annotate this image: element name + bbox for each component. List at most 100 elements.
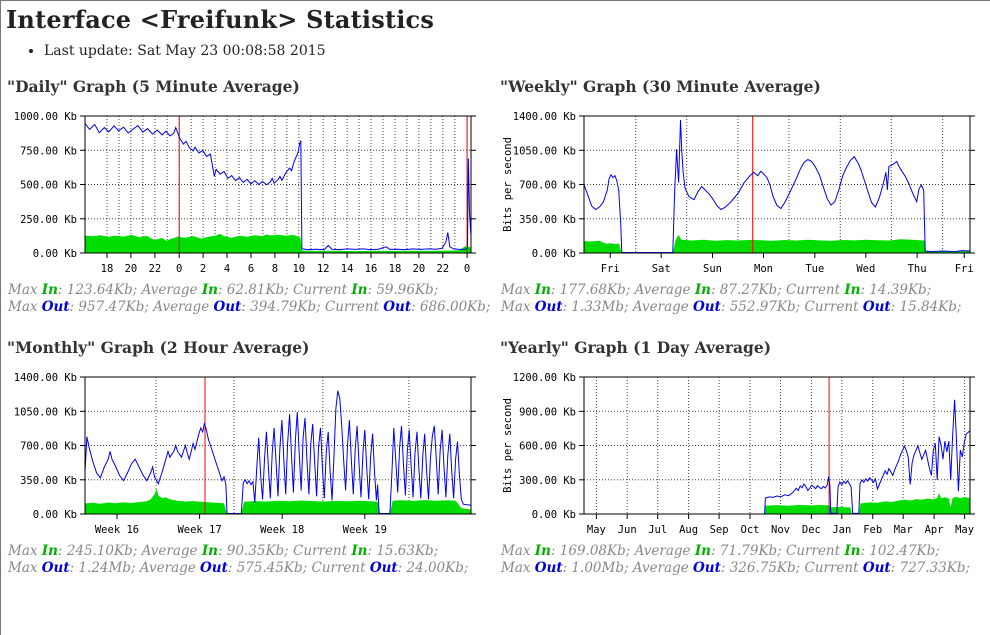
y-tick-label: 1050.00 Kb [513,145,576,157]
monthly-graph-heading: "Monthly" Graph (2 Hour Average) [7,338,310,357]
x-tick-label: Aug [679,524,698,535]
in-label: In [534,543,551,559]
x-tick-label: Week 17 [177,524,221,535]
out-label: Out [693,299,721,315]
x-tick-label: Dec [802,524,821,535]
monthly-graph-stats: Max In: 245.10Kb; Average In: 90.35Kb; C… [8,543,499,577]
x-tick-label: 6 [248,263,254,274]
x-tick-label: Mar [894,524,913,535]
daily-graph-stats: Max In: 123.64Kb; Average In: 62.81Kb; C… [8,282,499,316]
y-tick-label: 350.00 Kb [20,475,77,487]
out-traffic-line [84,123,472,251]
x-tick-label: 20 [413,263,426,274]
yearly-graph-section: "Yearly" Graph (1 Day Average) 1200.00 K… [499,338,990,577]
y-tick-label: 1400.00 Kb [513,111,576,123]
yearly-graph-stats: Max In: 169.08Kb; Average In: 71.79Kb; C… [501,543,990,577]
y-tick-label: 300.00 Kb [519,475,576,487]
x-tick-label: 14 [341,263,354,274]
out-label: Out [862,299,891,315]
y-axis-title: Bits per second [502,398,514,493]
out-label: Out [41,560,70,576]
daily-graph-section: "Daily" Graph (5 Minute Average) 10 0 0.00… [6,77,499,316]
x-tick-label: Week 16 [95,524,139,535]
x-tick-label: Sep [710,524,729,535]
y-tick-label: 1400.00 Kb [14,372,77,384]
y-tick-label: 900.00 Kb [519,406,576,418]
out-traffic-line [583,119,971,253]
stats-in-line: Max In: 245.10Kb; Average In: 90.35Kb; C… [8,543,439,559]
y-tick-label: 700.00 Kb [519,180,576,192]
y-tick-label: 0.00 Kb [532,248,576,260]
daily-graph-image: 1000.00 Kb 750.00 Kb 500.00 Kb 250.00 Kb 0.0… [6,108,499,275]
out-label: Out [862,560,891,576]
in-label: In [844,282,861,298]
in-label: In [41,282,58,298]
out-label: Out [693,560,721,576]
x-tick-label: Oct [741,524,760,535]
yearly-graph-image: 1200.00 Kb 900.00 Kb 600.00 Kb 300.00 Kb 0.0… [499,369,990,536]
x-tick-label: 16 [365,263,378,274]
x-tick-label: Week 18 [260,524,304,535]
y-axis-title: Bits per second [502,137,514,232]
y-tick-label: 0.00 Kb [33,509,77,521]
y-tick-label: 250.00 Kb [20,214,77,226]
weekly-graph-heading: "Weekly" Graph (30 Minute Average) [500,77,821,96]
x-tick-label: Fri [601,263,620,274]
out-label: Out [369,560,398,576]
stats-out-line: Max Out: 957.47Kb; Average Out: 394.79Kb… [8,299,491,315]
graphs-grid: "Daily" Graph (5 Minute Average) 10 0 0.00… [6,77,990,577]
stats-out-line: Max Out: 1.00Mb; Average Out: 326.75Kb; … [501,560,971,576]
y-tick-label: 1050.00 Kb [14,406,77,418]
stats-out-line: Max Out: 1.24Mb; Average Out: 575.45Kb; … [8,560,469,576]
x-tick-label: 18 [101,263,114,274]
yearly-chart-svg: 1200.00 Kb 900.00 Kb 600.00 Kb 300.00 Kb 0.0… [502,372,975,536]
x-tick-label: Nov [771,524,790,535]
page-title: Interface <Freifunk> Statistics [6,5,435,34]
y-tick-label: 500.00 Kb [20,180,77,192]
stats-in-line: Max In: 169.08Kb; Average In: 71.79Kb; C… [501,543,940,559]
weekly-chart-svg: 1400.00 Kb 1050.00 Kb 700.00 Kb 350.00 Kb 0.… [502,111,975,275]
x-tick-label: 4 [224,263,230,274]
out-label: Out [213,299,242,315]
x-tick-label: Week 19 [343,524,387,535]
x-tick-label: Jul [648,524,667,535]
y-tick-label: 0.00 Kb [532,509,576,521]
monthly-chart-svg: 1400.00 Kb 1050.00 Kb 700.00 Kb 350.00 Kb 0.… [14,372,476,536]
in-label: In [201,543,218,559]
x-tick-label: Jan [832,524,851,535]
weekly-graph-section: "Weekly" Graph (30 Minute Average) 1400.… [499,77,990,316]
x-tick-label: Mon [754,263,773,274]
x-tick-label: 8 [272,263,278,274]
x-tick-label: 0 [176,263,182,274]
x-tick-label: 22 [149,263,162,274]
x-tick-label: Sun [703,263,722,274]
out-label: Out [41,299,70,315]
x-tick-label: 12 [317,263,330,274]
out-label: Out [534,299,563,315]
out-label: Out [200,560,228,576]
out-label: Out [383,299,412,315]
in-label: In [694,282,711,298]
x-tick-label: May [955,524,974,535]
in-label: In [694,543,711,559]
weekly-graph-stats: Max In: 177.68Kb; Average In: 87.27Kb; C… [501,282,990,316]
x-tick-label: Thu [908,263,927,274]
in-label: In [201,282,218,298]
x-tick-label: Feb [863,524,882,535]
daily-graph-heading: "Daily" Graph (5 Minute Average) [7,77,300,96]
x-tick-label: 10 [292,263,305,274]
x-tick-label: May [587,524,606,535]
y-tick-label: 0.00 Kb [33,248,77,260]
x-tick-label: 22 [436,263,449,274]
in-traffic-area [85,488,471,514]
x-tick-label: 18 [389,263,402,274]
in-label: In [534,282,551,298]
x-tick-label: Tue [805,263,824,274]
in-traffic-area [584,234,970,253]
x-tick-label: 20 [125,263,138,274]
x-tick-label: 2 [200,263,206,274]
y-tick-label: 1200.00 Kb [513,372,576,384]
update-list: Last update: Sat May 23 00:08:58 2015 [30,43,990,59]
stats-out-line: Max Out: 1.33Mb; Average Out: 552.97Kb; … [501,299,962,315]
out-traffic-line [84,390,472,514]
